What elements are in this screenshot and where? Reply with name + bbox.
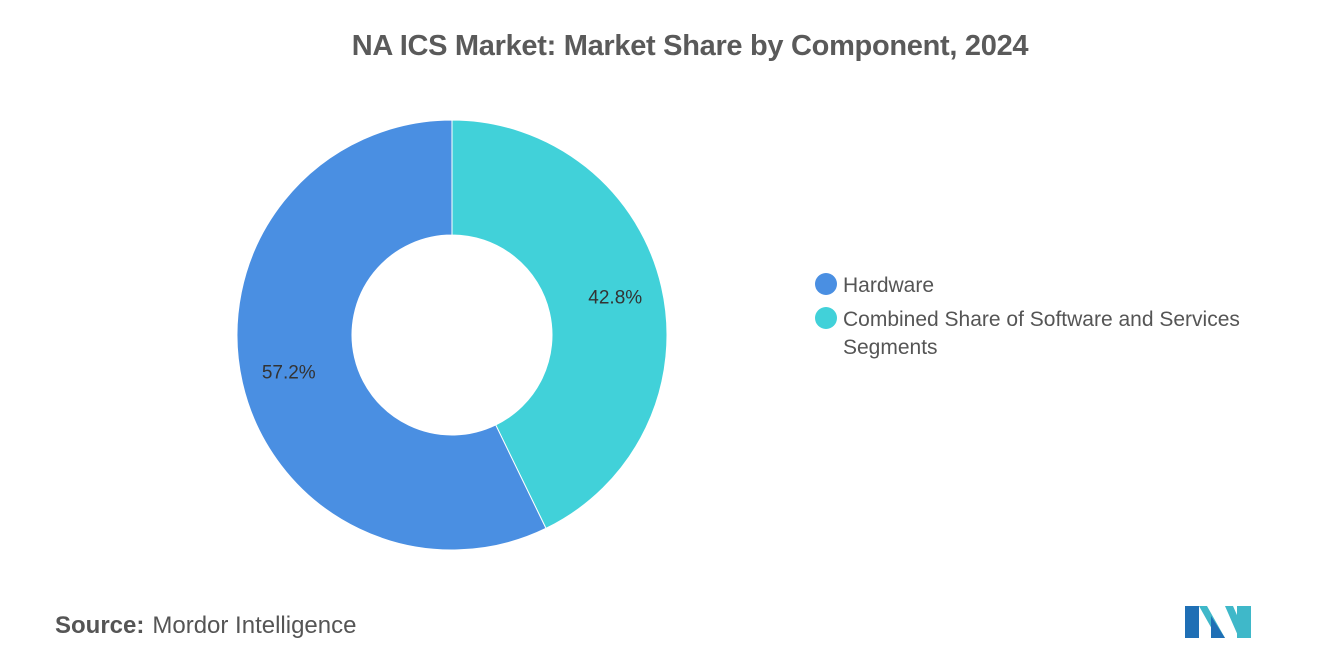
source-value: Mordor Intelligence [152,612,357,639]
slice-label-software-services: 42.8% [588,287,642,308]
donut-slice-software-services[interactable] [451,119,668,530]
legend-label-software-services: Combined Share of Software and Services … [843,308,1240,359]
legend-swatch-software-services [815,307,837,329]
chart-legend: Hardware Combined Share of Software and … [815,272,1295,368]
source-label: Source: [55,612,145,639]
source-note: Source: Mordor Intelligence [55,612,356,640]
chart-title: NA ICS Market: Market Share by Component… [351,30,1029,62]
legend-label-hardware: Hardware [843,274,935,297]
donut-slice-hardware[interactable] [236,119,547,551]
legend-item-hardware[interactable]: Hardware [815,272,1295,300]
legend-swatch-hardware [815,273,837,295]
legend-item-software-services[interactable]: Combined Share of Software and Services … [815,306,1295,362]
mordor-intelligence-logo-icon [1185,606,1251,638]
slice-label-hardware: 57.2% [262,363,316,384]
